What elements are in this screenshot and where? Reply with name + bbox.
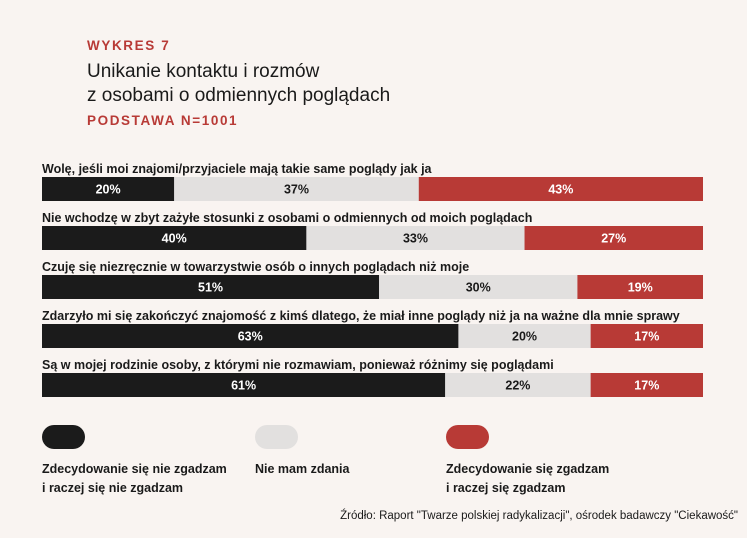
legend-swatch-agree: [446, 425, 489, 449]
legend-label-agree-line-1: Zdecydowanie się zgadzam: [446, 462, 610, 476]
bar-segment-disagree: [42, 226, 307, 250]
bar-segment-disagree: [42, 177, 175, 201]
bar-segment-neutral: [379, 275, 578, 299]
data-label-disagree: 51%: [198, 281, 223, 295]
category-label: Nie wchodzę w zbyt zażyłe stosunki z oso…: [42, 211, 532, 225]
bar-segment-agree: [590, 324, 703, 348]
bar-segment-agree: [418, 177, 703, 201]
bar-segment-neutral: [445, 373, 591, 397]
legend-swatch-neutral: [255, 425, 298, 449]
data-label-agree: 17%: [634, 379, 659, 393]
source-note: Źródło: Raport "Twarze polskiej radykali…: [340, 510, 738, 522]
category-label: Czuję się niezręcznie w towarzystwie osó…: [42, 260, 469, 274]
legend-label-disagree-line-2: i raczej się nie zgadzam: [42, 481, 184, 495]
data-label-disagree: 40%: [162, 232, 187, 246]
bar-segment-agree: [577, 275, 703, 299]
data-label-disagree: 61%: [231, 379, 256, 393]
data-label-agree: 19%: [628, 281, 653, 295]
stacked-bar-chart: Wolę, jeśli moi znajomi/przyjaciele mają…: [42, 162, 703, 397]
chart-title-line-1: Unikanie kontaktu i rozmów: [87, 61, 320, 82]
category-label: Wolę, jeśli moi znajomi/przyjaciele mają…: [42, 162, 433, 176]
chart-kicker: WYKRES 7: [87, 38, 171, 53]
bar-segment-disagree: [42, 324, 459, 348]
chart-title-line-2: z osobami o odmiennych poglądach: [87, 85, 391, 106]
bar-segment-disagree: [42, 373, 446, 397]
chart-base: PODSTAWA N=1001: [87, 113, 239, 128]
legend-swatch-disagree: [42, 425, 85, 449]
legend-label-neutral: Nie mam zdania: [255, 460, 349, 479]
bar-segment-neutral: [458, 324, 591, 348]
data-label-neutral: 37%: [284, 183, 309, 197]
data-label-neutral: 33%: [403, 232, 428, 246]
bar-segment-agree: [590, 373, 703, 397]
category-label: Są w mojej rodzinie osoby, z którymi nie…: [42, 358, 554, 372]
data-label-neutral: 22%: [505, 379, 530, 393]
bar-segment-disagree: [42, 275, 380, 299]
data-label-neutral: 20%: [512, 330, 537, 344]
data-label-agree: 17%: [634, 330, 659, 344]
data-label-disagree: 20%: [96, 183, 121, 197]
data-label-disagree: 63%: [238, 330, 263, 344]
bar-segment-agree: [524, 226, 703, 250]
legend-label-disagree: Zdecydowanie się nie zgadzam i raczej si…: [42, 460, 227, 498]
legend-label-agree-line-2: i raczej się zgadzam: [446, 481, 566, 495]
chart-title: Unikanie kontaktu i rozmów z osobami o o…: [87, 60, 487, 108]
legend-label-disagree-line-1: Zdecydowanie się nie zgadzam: [42, 462, 227, 476]
bar-segment-neutral: [174, 177, 419, 201]
data-label-agree: 43%: [548, 183, 573, 197]
data-label-neutral: 30%: [466, 281, 491, 295]
bar-segment-neutral: [306, 226, 525, 250]
category-label: Zdarzyło mi się zakończyć znajomość z ki…: [42, 309, 680, 323]
data-label-agree: 27%: [601, 232, 626, 246]
legend-label-agree: Zdecydowanie się zgadzam i raczej się zg…: [446, 460, 609, 498]
legend-label-neutral-line-1: Nie mam zdania: [255, 462, 350, 476]
